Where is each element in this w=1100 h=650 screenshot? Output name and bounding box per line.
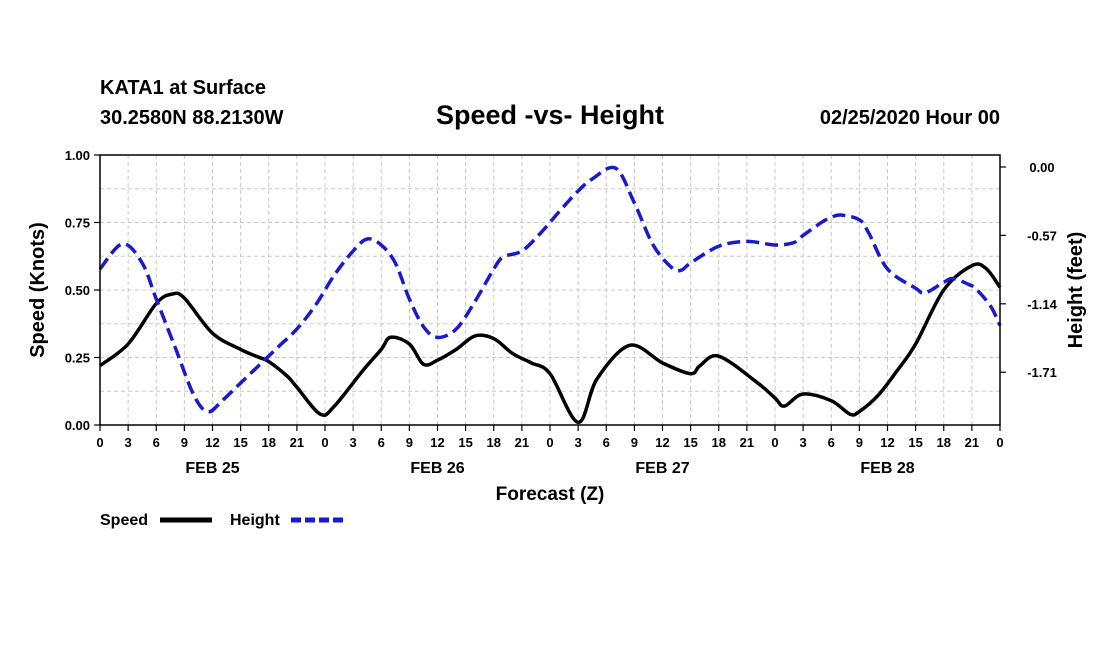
x-tick-label: 9: [856, 435, 863, 450]
x-tick-label: 3: [800, 435, 807, 450]
y2-tick-label: -1.71: [1027, 365, 1057, 380]
x-tick-label: 21: [290, 435, 304, 450]
x-tick-label: 12: [430, 435, 444, 450]
x-tick-label: 6: [153, 435, 160, 450]
x-tick-label: 12: [205, 435, 219, 450]
y2-tick-label: -1.14: [1027, 297, 1057, 312]
x-tick-label: 18: [937, 435, 951, 450]
y-tick-label: 0.50: [65, 283, 90, 298]
x-tick-label: 0: [771, 435, 778, 450]
x-tick-label: 18: [712, 435, 726, 450]
legend-speed-label: Speed: [100, 512, 148, 529]
x-tick-label: 15: [233, 435, 247, 450]
chart-title: Speed -vs- Height: [436, 100, 664, 130]
speed-height-chart: KATA1 at Surface 30.2580N 88.2130W Speed…: [0, 0, 1100, 650]
x-tick-label: 3: [350, 435, 357, 450]
x-tick-label: 0: [546, 435, 553, 450]
x-tick-label: 6: [828, 435, 835, 450]
date-label: FEB 27: [635, 460, 689, 477]
y2-tick-label: -0.57: [1027, 228, 1057, 243]
date-label: FEB 25: [185, 460, 239, 477]
x-tick-label: 12: [655, 435, 669, 450]
x-tick-label: 6: [378, 435, 385, 450]
x-tick-label: 15: [683, 435, 697, 450]
station-label: KATA1 at Surface: [100, 77, 266, 99]
x-tick-label: 21: [965, 435, 979, 450]
x-tick-label: 0: [996, 435, 1003, 450]
x-tick-label: 0: [96, 435, 103, 450]
x-tick-label: 18: [487, 435, 501, 450]
axes: 0 3 6 9 12 15 18 21 0 3 6 9 12 15 18 21 0 3 6 9 12 15 18 21 0 3 6 9…: [65, 148, 1058, 477]
y-tick-label: 0.00: [65, 418, 90, 433]
legend-height-label: Height: [230, 512, 280, 529]
y-tick-label: 0.75: [65, 216, 90, 231]
y-axis-title: Speed (Knots): [27, 222, 49, 358]
y-tick-label: 1.00: [65, 148, 90, 163]
coordinates-label: 30.2580N 88.2130W: [100, 107, 284, 129]
date-label: FEB 28: [860, 460, 914, 477]
y2-axis-title: Height (feet): [1065, 232, 1087, 349]
x-tick-label: 6: [603, 435, 610, 450]
x-tick-label: 9: [631, 435, 638, 450]
x-tick-label: 9: [181, 435, 188, 450]
x-tick-label: 18: [262, 435, 276, 450]
x-tick-label: 21: [515, 435, 529, 450]
x-tick-label: 15: [458, 435, 472, 450]
x-tick-label: 3: [125, 435, 132, 450]
x-tick-label: 12: [880, 435, 894, 450]
x-tick-label: 15: [908, 435, 922, 450]
grid-lines: [100, 155, 1000, 425]
y2-tick-label: 0.00: [1029, 160, 1054, 175]
x-tick-label: 0: [321, 435, 328, 450]
x-tick-label: 21: [740, 435, 754, 450]
legend: Speed Height: [100, 512, 343, 529]
x-axis-title: Forecast (Z): [496, 484, 605, 505]
y-tick-label: 0.25: [65, 351, 90, 366]
date-label: FEB 26: [410, 460, 464, 477]
series-line-speed: [100, 264, 1000, 422]
x-tick-label: 3: [575, 435, 582, 450]
forecast-datetime: 02/25/2020 Hour 00: [820, 107, 1000, 129]
x-tick-label: 9: [406, 435, 413, 450]
